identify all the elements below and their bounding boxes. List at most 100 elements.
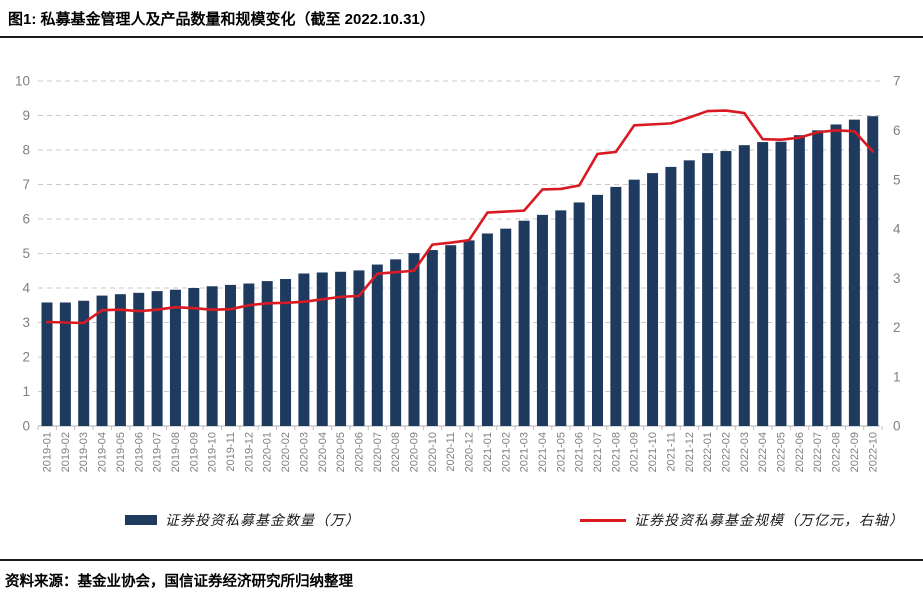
x-axis-label: 2021-02: [500, 432, 512, 472]
x-axis-label: 2021-04: [537, 432, 549, 472]
x-axis-label: 2022-07: [812, 432, 824, 472]
y-axis-label-right: 3: [893, 271, 901, 286]
bar: [610, 186, 622, 426]
x-axis-label: 2021-03: [519, 432, 531, 472]
x-axis-label: 2022-04: [757, 432, 769, 472]
bar: [445, 245, 457, 426]
x-axis-label: 2021-12: [684, 432, 696, 472]
y-axis-label-left: 7: [22, 177, 30, 192]
figure-title-block: 图1: 私募基金管理人及产品数量和规模变化（截至 2022.10.31）: [0, 0, 923, 38]
x-axis-label: 2021-09: [629, 432, 641, 472]
x-axis-label: 2020-05: [335, 432, 347, 472]
y-axis-label-left: 3: [22, 315, 30, 330]
x-axis-label: 2022-09: [849, 432, 861, 472]
bar: [628, 179, 640, 426]
bar: [848, 119, 860, 426]
x-axis-label: 2019-09: [188, 432, 200, 472]
y-axis-label-left: 4: [22, 281, 30, 296]
x-axis-label: 2019-03: [78, 432, 90, 472]
y-axis-label-left: 10: [15, 74, 30, 89]
x-axis-label: 2020-02: [280, 432, 292, 472]
x-axis-label: 2019-11: [225, 432, 237, 472]
legend-label-fund-count: 证券投资私募基金数量（万）: [165, 513, 360, 529]
bar: [408, 253, 420, 426]
x-axis-label: 2020-01: [262, 432, 274, 472]
bar: [793, 135, 805, 426]
bar: [481, 233, 493, 426]
bar: [830, 124, 842, 426]
x-axis-label: 2019-12: [243, 432, 255, 472]
y-axis-label-left: 2: [22, 350, 30, 365]
x-axis-label: 2021-05: [555, 432, 567, 472]
bar: [225, 284, 236, 426]
bar: [298, 273, 310, 426]
bar: [169, 289, 181, 426]
x-axis-label: 2020-06: [353, 432, 365, 472]
bar: [133, 292, 145, 426]
x-axis-label: 2019-08: [170, 432, 182, 472]
y-axis-label-right: 5: [893, 172, 901, 187]
bar: [518, 220, 530, 426]
y-axis-label-left: 5: [22, 246, 30, 261]
x-axis-label: 2021-01: [482, 432, 494, 472]
x-axis-label: 2020-03: [298, 432, 310, 472]
scale-line: [45, 109, 875, 325]
bar: [114, 294, 126, 426]
x-axis-label: 2019-04: [97, 432, 109, 472]
bar: [426, 250, 438, 426]
x-axis-label: 2020-07: [372, 432, 384, 472]
y-axis-label-right: 4: [893, 222, 901, 237]
x-axis-label: 2021-11: [665, 432, 677, 472]
x-axis-label: 2021-10: [647, 432, 659, 472]
figure-title: 图1: 私募基金管理人及产品数量和规模变化（截至 2022.10.31）: [8, 11, 435, 28]
x-axis-label: 2019-10: [207, 432, 219, 472]
x-axis-label: 2020-04: [317, 432, 329, 472]
y-axis-label-left: 0: [22, 419, 30, 434]
legend-item-fund-count: 证券投资私募基金数量（万）: [125, 510, 360, 530]
bar: [867, 116, 879, 426]
x-axis-label: 2020-08: [390, 432, 402, 472]
line-series-swatch: [580, 518, 626, 522]
bar: [353, 270, 365, 426]
bar: [738, 145, 750, 427]
bar: [316, 272, 328, 426]
bar: [775, 141, 787, 426]
y-axis-label-left: 1: [22, 384, 30, 399]
x-axis-label: 2019-02: [60, 432, 72, 472]
x-axis-label: 2021-06: [574, 432, 586, 472]
x-axis-label: 2020-10: [427, 432, 439, 472]
x-axis-label: 2022-01: [702, 432, 714, 472]
x-axis-label: 2020-09: [409, 432, 421, 472]
legend-item-fund-scale: 证券投资私募基金规模（万亿元，右轴）: [580, 510, 904, 530]
x-axis-label: 2020-12: [464, 432, 476, 472]
x-axis-label: 2022-06: [794, 432, 806, 472]
bar: [555, 210, 567, 426]
bar: [702, 153, 714, 426]
x-axis-label: 2021-08: [610, 432, 622, 472]
y-axis-label-right: 6: [893, 123, 901, 138]
x-axis-label: 2022-03: [739, 432, 751, 472]
source-note: 资料来源：基金业协会，国信证券经济研究所归纳整理: [5, 574, 353, 590]
source-note-block: 资料来源：基金业协会，国信证券经济研究所归纳整理: [0, 559, 923, 591]
bar: [390, 259, 402, 426]
x-axis-label: 2022-10: [867, 432, 879, 472]
y-axis-label-right: 0: [893, 419, 901, 434]
bar-series-swatch: [125, 515, 157, 525]
x-axis-label: 2020-11: [445, 432, 457, 472]
y-axis-label-left: 6: [22, 212, 30, 227]
x-axis-label: 2022-05: [776, 432, 788, 472]
x-axis-label: 2021-07: [592, 432, 604, 472]
x-axis-label: 2019-05: [115, 432, 127, 472]
x-axis-label: 2019-07: [152, 432, 164, 472]
bar: [665, 166, 677, 426]
y-axis-label-left: 8: [22, 143, 30, 158]
bar: [371, 264, 383, 426]
bar: [812, 130, 824, 426]
bar: [573, 202, 585, 426]
bar: [151, 291, 163, 426]
chart-legend: 证券投资私募基金数量（万） 证券投资私募基金规模（万亿元，右轴）: [125, 505, 923, 535]
bar: [59, 302, 71, 426]
bar: [757, 142, 769, 426]
x-axis-label: 2019-06: [133, 432, 145, 472]
chart-canvas: 0 1 2 3 4 5 6 7 8 9 10 0 1 2 3 4 5 6 7 2019-01 2019-02 2019-0…: [15, 74, 901, 473]
